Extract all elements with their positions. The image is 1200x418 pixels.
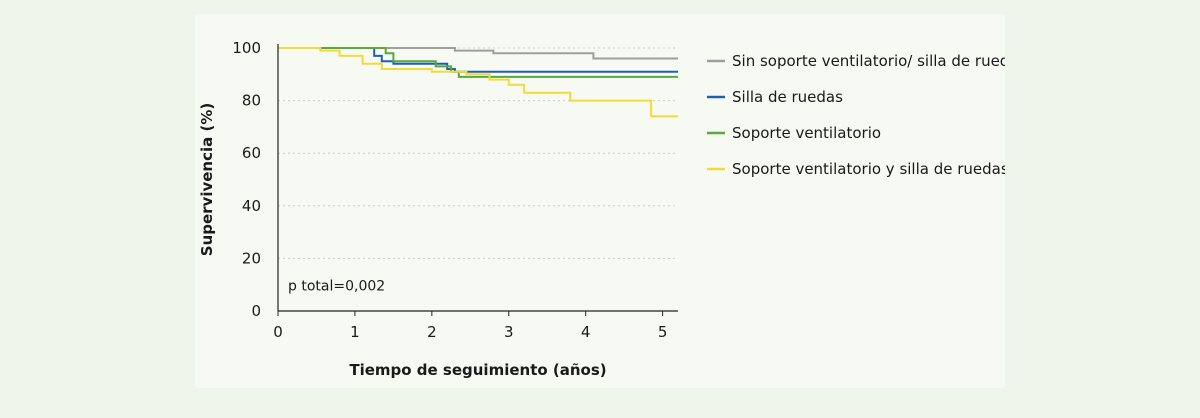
legend-label-2: Silla de ruedas [732,88,843,106]
gridlines [278,47,678,259]
chart-panel: 0 20 40 60 80 100 0 1 2 3 4 5 Supervivencia (%) Ti… [195,14,1005,388]
x-tick-label-5: 5 [658,323,668,341]
series-line-4 [278,47,678,118]
y-tick-label-40: 40 [242,197,261,215]
x-axis-label: Tiempo de seguimiento (años) [349,361,606,379]
x-tick-labels: 0 1 2 3 4 5 [273,323,667,341]
x-tick-label-4: 4 [581,323,591,341]
legend-label-1: Sin soporte ventilatorio/ silla de rueda… [732,52,1005,70]
x-tick-label-3: 3 [504,323,514,341]
x-tick-label-0: 0 [273,323,283,341]
legend: Sin soporte ventilatorio/ silla de rueda… [707,52,1005,178]
y-tick-label-100: 100 [232,39,261,57]
y-tick-labels: 0 20 40 60 80 100 [232,39,261,320]
survival-chart: 0 20 40 60 80 100 0 1 2 3 4 5 Supervivencia (%) Ti… [198,39,1005,379]
series-line-1 [278,47,678,60]
legend-label-4: Soporte ventilatorio y silla de ruedas [732,160,1005,178]
y-tick-label-80: 80 [242,92,261,110]
y-tick-label-20: 20 [242,249,261,267]
series-line-2 [278,47,678,73]
p-value-annotation: p total=0,002 [288,278,385,294]
y-axis-label: Supervivencia (%) [198,103,216,256]
x-tick-label-1: 1 [350,323,360,341]
y-tick-label-60: 60 [242,144,261,162]
x-tick-label-2: 2 [427,323,437,341]
axes [277,44,678,316]
y-tick-label-0: 0 [251,302,261,320]
series-lines [278,47,678,118]
legend-label-3: Soporte ventilatorio [732,124,881,142]
